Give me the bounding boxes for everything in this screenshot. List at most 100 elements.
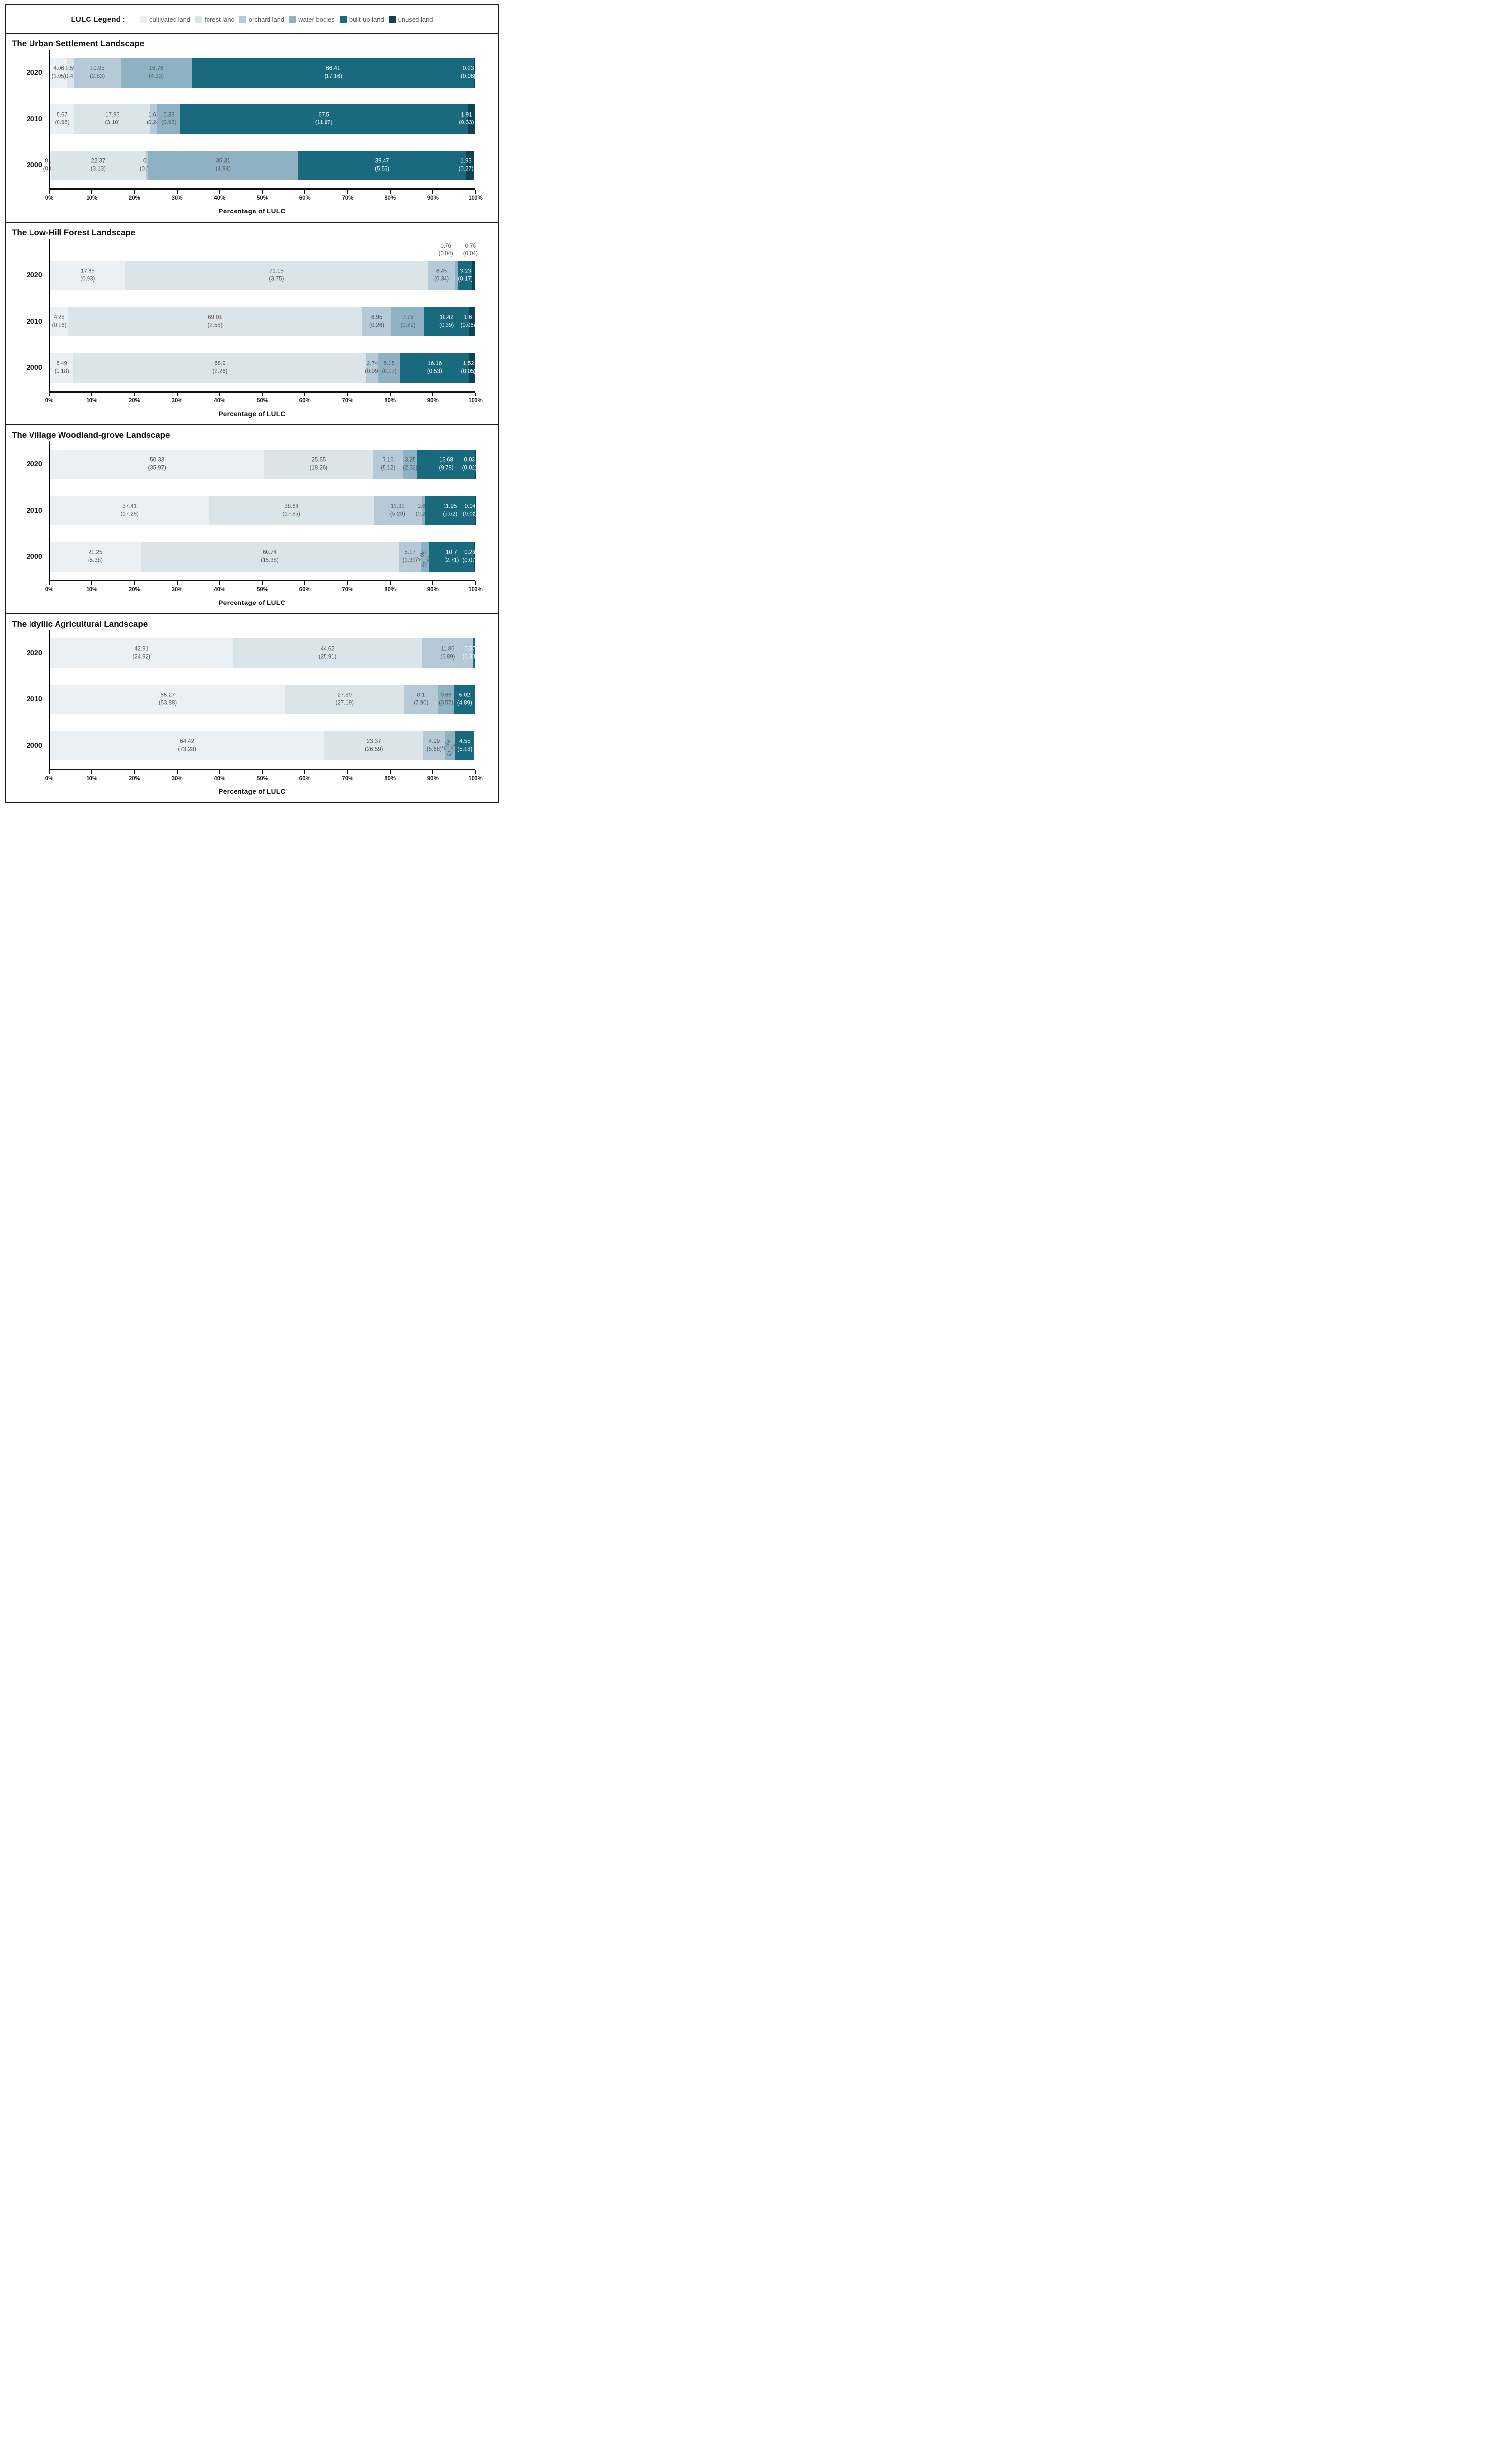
bar-segment-label: 44.62 (25.91) <box>319 645 336 661</box>
bar-segment-label: 10.95 (2.83) <box>90 65 105 80</box>
bar-segment-label: 39.47 (5.56) <box>375 157 389 173</box>
x-tick-mark <box>219 581 220 585</box>
x-tick-label: 0% <box>45 776 54 782</box>
segment-percent-value: 1.52 <box>463 361 474 367</box>
bar-segment-label: 11.95 (5.52) <box>443 503 457 518</box>
segment-area-value: (25.91) <box>318 654 337 660</box>
segment-percent-value: 66.41 <box>326 65 341 72</box>
x-tick-mark <box>475 190 476 194</box>
segment-area-value: (18.26) <box>309 465 328 471</box>
bar-segment-water <box>403 450 417 479</box>
x-tick-label: 40% <box>214 776 226 782</box>
bar-track: 4.28 (0.16) 69.01 (2.58) 6.95 (0.26) 7.75 (0.29… <box>50 307 476 336</box>
segment-percent-value: 1.59 <box>65 65 77 72</box>
segment-percent-value: 69.01 <box>208 314 222 321</box>
bar-segment-forest <box>73 353 367 383</box>
bar-row-2010: 2010 5.67 (0.98) 17.93 (3.10) 1.62 (0.28) 5.38(… <box>27 96 476 142</box>
segment-area-value: (0.29) <box>400 322 415 328</box>
legend-swatch-forest-icon <box>195 16 203 23</box>
x-tick-label: 90% <box>427 776 439 782</box>
segment-area-value: (0.04) <box>463 251 478 257</box>
x-tick-label: 50% <box>256 398 268 404</box>
x-tick-label: 60% <box>299 587 311 593</box>
chart-panel-low-hill-forest: The Low-Hill Forest Landscape 2020 17.65 (… <box>6 223 498 425</box>
segment-area-value: (0.05) <box>461 368 476 374</box>
bar-rows: 2020 42.91 (24.92) 44.62 (25.91) 11.86 (6.89) 0… <box>27 630 477 770</box>
bar-segment-forest <box>285 685 404 714</box>
segment-area-value: (0.09) <box>365 368 380 374</box>
x-tick-mark <box>347 393 348 396</box>
legend-item-cultivated: cultivated land <box>140 16 190 23</box>
bar-segment-orchard <box>404 685 439 714</box>
bar-segment-label: 0.03 (0.02) <box>462 456 477 472</box>
segment-area-value: (0.06) <box>460 322 475 328</box>
segment-area-value: (6.89) <box>440 654 455 660</box>
bar-segment-forest <box>209 496 374 525</box>
x-tick-mark <box>49 393 50 396</box>
x-tick-mark <box>91 393 92 396</box>
x-tick-mark <box>347 581 348 585</box>
x-tick-mark <box>262 190 263 194</box>
segment-percent-value: 0.28 <box>464 549 475 556</box>
bar-segment-label: 35.31 (4.94) <box>216 157 231 173</box>
bar-segment-built_up <box>400 353 469 383</box>
y-axis-label: 2000 <box>26 742 42 750</box>
bar-segment-built_up <box>424 496 475 525</box>
legend-item-label: cultivated land <box>149 15 191 23</box>
segment-area-value: (73.28) <box>178 746 196 752</box>
bar-segment-forest <box>264 450 373 479</box>
bar-segment-label: 69.01 (2.58) <box>208 314 222 329</box>
bar-segment-label: 50.33 (35.97) <box>148 456 166 472</box>
x-tick-label: 80% <box>385 776 396 782</box>
bar-segment-label: 11.86 (6.89) <box>440 645 455 661</box>
legend-items: cultivated land forest land orchard land wa… <box>140 16 433 23</box>
bar-segment-water <box>455 261 459 290</box>
x-tick-label: 40% <box>214 195 226 201</box>
bar-segment-label: 3.66 (3.57) <box>439 692 453 707</box>
y-axis-label: 2000 <box>26 364 42 372</box>
y-axis-label: 2010 <box>26 507 42 514</box>
x-tick-label: 80% <box>385 587 396 593</box>
bar-row-2010: 2010 55.27 (53.88) 27.89 (27.19) 8.1 (7.90) 3.6… <box>27 676 475 723</box>
bar-segment-unused <box>469 353 475 383</box>
segment-area-value: (4.33) <box>149 73 164 79</box>
x-tick-label: 70% <box>342 587 354 593</box>
x-tick-mark <box>177 770 178 774</box>
segment-percent-value: 8.1 <box>417 692 425 698</box>
bar-segment-label: 5.02 (4.89) <box>457 692 472 707</box>
bar-segment-forest <box>67 58 74 88</box>
segment-area-value: (3.13) <box>90 166 106 172</box>
segment-percent-value: 37.41 <box>122 503 137 510</box>
bar-segment-orchard <box>366 353 379 383</box>
bar-track: 50.33 (35.97) 25.55 (18.26) 7.16 (5.12) 3.25 (2… <box>50 450 477 479</box>
segment-area-value: (26.59) <box>365 746 383 752</box>
segment-area-value: (0.18) <box>54 368 69 374</box>
x-tick-mark <box>432 190 434 194</box>
bar-segment-orchard <box>428 261 455 290</box>
bar-segment-label: 38.64 (17.85) <box>282 503 300 518</box>
segment-percent-value: 10.95 <box>90 65 105 72</box>
segment-area-value: (35.97) <box>148 465 166 471</box>
bar-row-2020: 2020 17.65 (0.93) 71.15 (3.75) 6.45 (0.34) 0.76… <box>27 243 478 299</box>
x-tick-label: 60% <box>299 195 311 201</box>
x-tick-label: 0% <box>45 587 54 593</box>
segment-area-value: (4.89) <box>457 700 472 706</box>
x-tick-label: 80% <box>385 195 396 201</box>
chart-title: The Village Woodland-grove Landscape <box>12 430 170 440</box>
x-tick-mark <box>347 770 348 774</box>
bar-segment-label: 71.15 (3.75) <box>269 268 284 283</box>
bar-segment-orchard <box>423 731 445 760</box>
segment-area-value: (2.58) <box>208 322 223 328</box>
segment-percent-value: 50.33 <box>150 457 165 463</box>
y-axis-label: 2010 <box>26 318 42 326</box>
x-tick-label: 100% <box>468 776 483 782</box>
bar-segment-forest <box>324 731 424 760</box>
x-tick-label: 70% <box>342 398 354 404</box>
x-tick-mark <box>389 190 391 194</box>
x-axis-ticks: 0% 10% 20% 30% 40% 50% 60% 70% 80% 90% 100% <box>45 581 483 597</box>
segment-percent-value: 27.89 <box>337 692 352 698</box>
segment-percent-value: 3.25 <box>405 457 416 463</box>
x-tick-mark <box>134 190 135 194</box>
segment-percent-value: 5.17 <box>404 549 415 556</box>
bar-segment-cultivated <box>50 450 265 479</box>
